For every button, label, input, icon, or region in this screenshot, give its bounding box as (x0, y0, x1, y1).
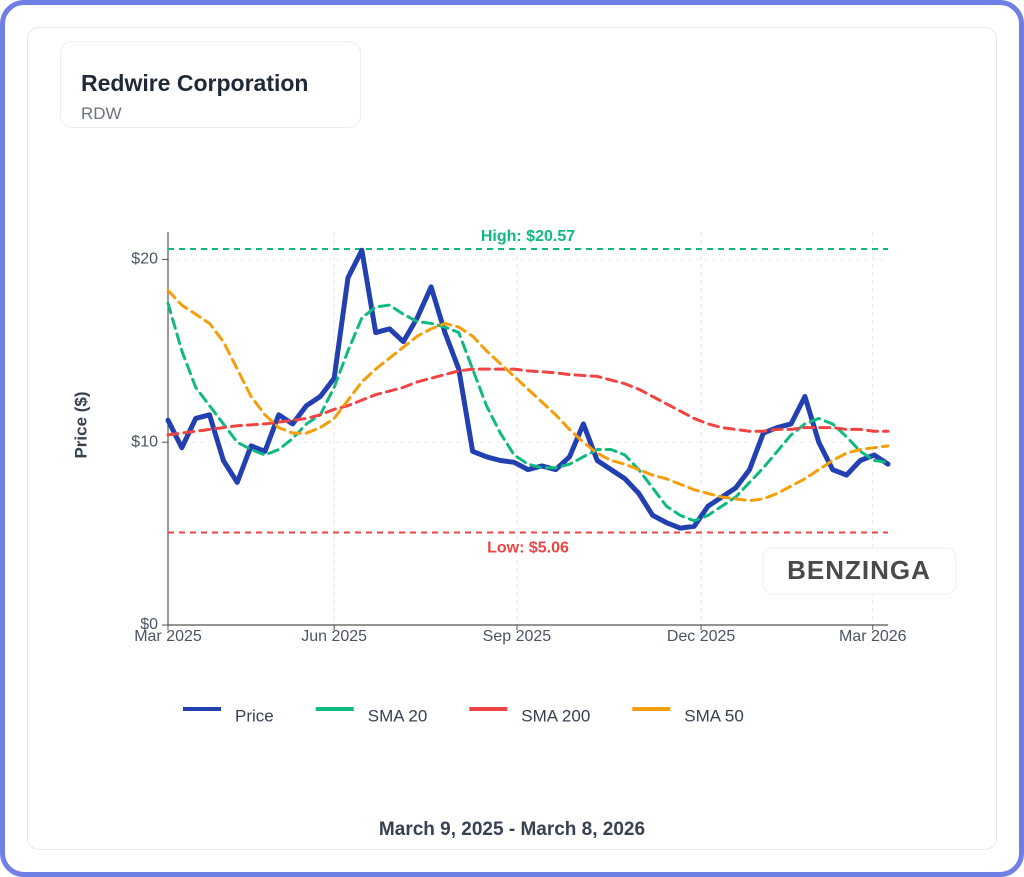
x-tick-label: Sep 2025 (483, 628, 552, 645)
sma-line (166, 301, 890, 523)
y-tick-label: $10 (131, 433, 158, 450)
legend-item[interactable]: SMA 50 (632, 706, 744, 725)
reference-label: Low: $5.06 (487, 540, 569, 557)
legend-label: Price (235, 706, 274, 725)
x-tick-label: Dec 2025 (667, 628, 736, 645)
reference-label: High: $20.57 (481, 228, 575, 245)
sma-line (166, 288, 890, 503)
legend-item[interactable]: Price (183, 706, 274, 725)
title: Redwire Corporation (81, 70, 309, 96)
watermark-box (762, 547, 957, 595)
x-tick-label: Mar 2025 (134, 628, 202, 645)
sma-line (166, 367, 890, 437)
x-tick-label: Mar 2026 (839, 628, 907, 645)
card (27, 27, 997, 850)
watermark: BENZINGA (762, 547, 957, 595)
date-range: March 9, 2025 - March 8, 2026 (378, 819, 646, 840)
subtitle: RDW (81, 104, 122, 123)
y-axis-label: Price ($) (71, 391, 90, 458)
legend-label: SMA 50 (684, 706, 744, 725)
legend-item[interactable]: SMA 20 (315, 706, 428, 725)
legend-label: SMA 200 (521, 706, 590, 725)
x-tick-label: Jun 2025 (301, 628, 367, 645)
watermark-text: BENZINGA (787, 555, 931, 585)
title-card: Redwire Corporation RDW (60, 41, 361, 128)
y-tick-label: $20 (131, 251, 158, 268)
y-tick-label: $0 (140, 616, 158, 633)
legend-label: SMA 20 (368, 706, 428, 725)
legend-item[interactable]: SMA 200 (469, 706, 590, 725)
